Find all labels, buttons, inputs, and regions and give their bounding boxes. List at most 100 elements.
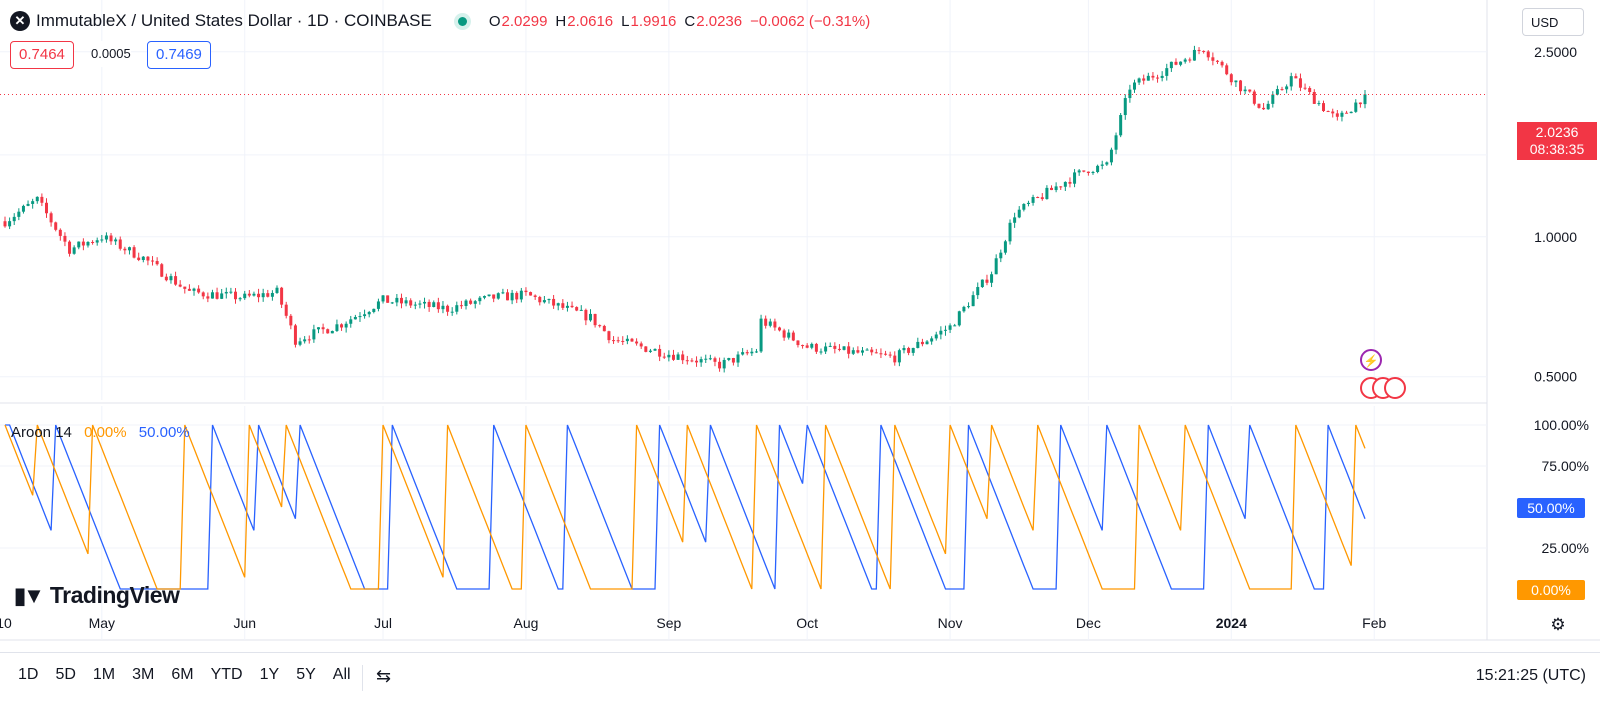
time-tick-label: 10 (0, 615, 12, 631)
candle-body (819, 351, 823, 353)
candle-body (1054, 186, 1058, 191)
candle-body (1031, 197, 1035, 203)
axis-layer: 2.50001.50001.00000.5000100.00%75.00%25.… (0, 44, 1589, 634)
candle-body (584, 309, 588, 321)
candle-body (1160, 75, 1164, 78)
candle-body (386, 295, 390, 303)
candle-body (635, 341, 639, 344)
symbol-title[interactable]: ImmutableX / United States Dollar · 1D ·… (36, 11, 432, 30)
candle-body (192, 288, 196, 291)
candle-body (810, 343, 814, 348)
candle-body (939, 330, 943, 335)
lightning-event-icon (1360, 349, 1382, 371)
candle-body (1040, 197, 1044, 200)
candle-body (1026, 202, 1030, 204)
ohlc-high-key: H (555, 12, 567, 30)
candle-body (395, 297, 399, 303)
currency-select[interactable]: USD (1522, 8, 1584, 36)
candle-body (1312, 91, 1316, 104)
time-tick-label: May (89, 615, 115, 631)
candle-body (824, 346, 828, 352)
tradingview-mark-icon: ▮▼ (14, 582, 45, 608)
grid-layer (0, 0, 1600, 641)
calendar-range-icon[interactable]: ⇆ (376, 666, 392, 686)
candle-body (907, 348, 911, 353)
aroon-down-value: 50.00% (138, 424, 190, 441)
candle-body (925, 341, 929, 345)
candle-body (224, 291, 228, 294)
range-button-5d[interactable]: 5D (55, 666, 76, 683)
candle-body (625, 338, 629, 342)
candle-body (662, 356, 666, 358)
candle-body (930, 338, 934, 342)
candle-body (1252, 91, 1256, 104)
range-button-5y[interactable]: 5Y (296, 666, 316, 683)
candle-body (54, 222, 58, 230)
candle-body (252, 293, 256, 296)
time-tick-label: Dec (1076, 615, 1101, 631)
candle-body (1322, 103, 1326, 112)
range-button-1m[interactable]: 1M (92, 666, 116, 683)
range-button-all[interactable]: All (332, 666, 351, 683)
candle-body (367, 311, 371, 315)
candle-body (26, 203, 30, 206)
candle-body (164, 276, 168, 281)
utc-clock[interactable]: 15:21:25 (UTC) (1475, 667, 1586, 684)
range-button-3m[interactable]: 3M (132, 666, 155, 683)
candle-body (63, 235, 67, 242)
candle-body (446, 305, 450, 312)
indicator-legend[interactable]: Aroon 14 0.00% 50.00% (11, 424, 190, 441)
candle-body (1271, 94, 1275, 104)
candle-body (713, 358, 717, 362)
candle-body (409, 300, 413, 306)
candle-body (132, 247, 136, 258)
candle-body (261, 293, 265, 298)
candle-body (1220, 61, 1224, 66)
candle-body (174, 276, 178, 285)
tradingview-logo[interactable]: ▮▼ TradingView (14, 582, 180, 609)
symbol-header[interactable]: ✕ ImmutableX / United States Dollar · 1D… (10, 9, 870, 33)
range-button-1y[interactable]: 1Y (259, 666, 280, 683)
range-button-6m[interactable]: 6M (171, 666, 194, 683)
candle-body (257, 293, 261, 298)
candle-body (598, 325, 602, 327)
candlestick-series: ⚡ (0, 45, 1487, 399)
candle-body (72, 247, 76, 254)
candle-body (1275, 89, 1279, 95)
candle-body (667, 354, 671, 358)
candle-body (750, 351, 754, 354)
candle-body (754, 351, 758, 353)
candle-body (842, 346, 846, 350)
aroon-tick-label: 25.00% (1542, 540, 1589, 556)
candle-body (524, 290, 528, 293)
candle-body (104, 235, 108, 240)
time-tick-label: Feb (1362, 615, 1386, 631)
candle-body (745, 352, 749, 354)
gear-icon[interactable]: ⚙ (1550, 615, 1565, 634)
last-price-value: 2.0236 (1535, 124, 1579, 140)
candle-body (1225, 65, 1229, 75)
candle-body (1068, 181, 1072, 184)
sell-price-button[interactable]: 0.7464 (10, 41, 74, 69)
range-button-1d[interactable]: 1D (18, 666, 39, 683)
candle-body (644, 346, 648, 352)
candle-body (612, 340, 616, 342)
candle-body (916, 341, 920, 348)
price-tick-label: 0.5000 (1534, 369, 1577, 385)
candle-body (538, 296, 542, 303)
candle-body (1234, 80, 1238, 83)
candle-body (215, 292, 219, 299)
range-button-ytd[interactable]: YTD (210, 666, 243, 683)
market-status-icon[interactable] (457, 16, 467, 26)
candle-body (639, 343, 643, 347)
candle-body (731, 357, 735, 363)
candle-body (1285, 86, 1289, 90)
candle-body (994, 258, 998, 275)
candle-body (607, 331, 611, 341)
candle-body (469, 300, 473, 304)
candle-body (49, 213, 53, 223)
buy-price-button[interactable]: 0.7469 (147, 41, 211, 69)
spread-value: 0.0005 (91, 41, 131, 67)
